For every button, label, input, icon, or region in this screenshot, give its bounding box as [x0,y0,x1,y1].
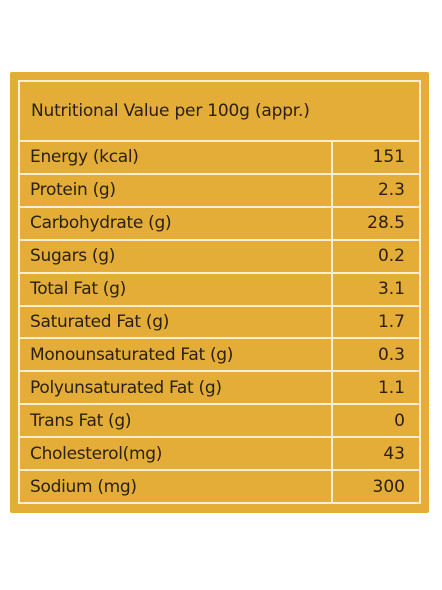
nutrition-table: Nutritional Value per 100g (appr.) Energ… [18,80,421,504]
table-row: Energy (kcal) 151 [20,142,419,175]
nutrition-label: Nutritional Value per 100g (appr.) Energ… [10,72,429,513]
nutrient-value: 28.5 [367,213,405,234]
nutrient-name: Cholesterol(mg) [20,438,333,470]
table-row: Sodium (mg) 300 [20,471,419,502]
table-body: Energy (kcal) 151 Protein (g) 2.3 Carboh… [20,142,419,502]
nutrient-name: Polyunsaturated Fat (g) [20,372,333,404]
table-row: Carbohydrate (g) 28.5 [20,207,419,241]
table-row: Protein (g) 2.3 [20,174,419,208]
table-header: Nutritional Value per 100g (appr.) [20,82,419,142]
nutrient-name: Sugars (g) [20,240,333,272]
table-row: Monounsaturated Fat (g) 0.3 [20,339,419,373]
nutrient-value: 1.7 [377,311,405,332]
table-row: Saturated Fat (g) 1.7 [20,306,419,340]
nutrient-name: Carbohydrate (g) [20,207,333,239]
nutrient-value: 2.3 [377,180,405,201]
nutrient-value: 151 [372,147,405,168]
nutrient-name: Total Fat (g) [20,273,333,305]
nutrient-value: 0.3 [377,344,405,365]
nutrient-name: Sodium (mg) [20,471,333,502]
nutrient-value: 0 [394,410,405,431]
nutrient-value: 1.1 [377,377,405,398]
nutrient-name: Trans Fat (g) [20,405,333,437]
nutrient-name: Energy (kcal) [20,142,333,173]
nutrient-name: Protein (g) [20,174,333,206]
table-row: Polyunsaturated Fat (g) 1.1 [20,372,419,406]
nutrient-name: Monounsaturated Fat (g) [20,339,333,371]
table-row: Cholesterol(mg) 43 [20,438,419,472]
table-row: Total Fat (g) 3.1 [20,273,419,307]
nutrient-value: 300 [372,476,405,497]
nutrient-value: 3.1 [377,279,405,300]
nutrient-value: 43 [383,443,405,464]
table-row: Trans Fat (g) 0 [20,405,419,439]
nutrient-value: 0.2 [377,246,405,267]
nutrient-name: Saturated Fat (g) [20,306,333,338]
table-row: Sugars (g) 0.2 [20,240,419,274]
